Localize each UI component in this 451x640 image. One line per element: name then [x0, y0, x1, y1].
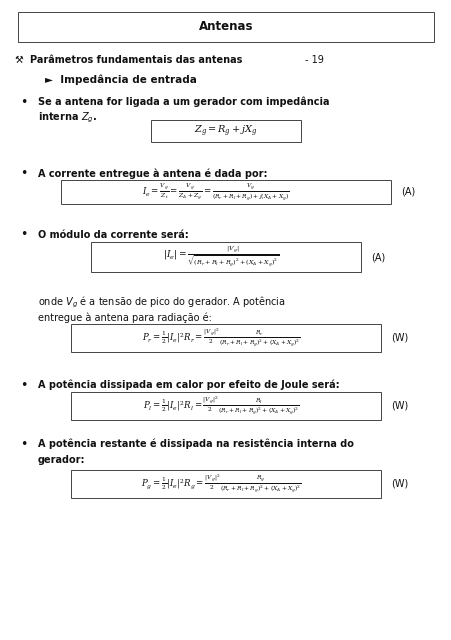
Text: A potência dissipada em calor por efeito de Joule será:: A potência dissipada em calor por efeito…	[38, 380, 339, 390]
Text: $I_e=\frac{V_g}{Z_t}=\frac{V_g}{Z_A+Z_g}=\frac{V_g}{(R_r+R_l+R_g)+j(X_A+X_g)}$: $I_e=\frac{V_g}{Z_t}=\frac{V_g}{Z_A+Z_g}…	[142, 181, 289, 203]
FancyBboxPatch shape	[71, 392, 380, 420]
Text: gerador:: gerador:	[38, 455, 85, 465]
Text: $P_l=\frac{1}{2}|I_e|^2R_l=\frac{|V_g|^2}{2}\frac{R_l}{(R_r+R_l+R_g)^2+(X_A+X_g): $P_l=\frac{1}{2}|I_e|^2R_l=\frac{|V_g|^2…	[142, 395, 299, 417]
Text: (W): (W)	[390, 479, 407, 489]
Text: A potência restante é dissipada na resistência interna do: A potência restante é dissipada na resis…	[38, 439, 353, 449]
Text: $Z_g = R_g + jX_g$: $Z_g = R_g + jX_g$	[194, 124, 257, 138]
Text: (W): (W)	[390, 401, 407, 411]
Text: •: •	[20, 438, 28, 451]
Text: $|I_e|=\frac{|V_g|}{\sqrt{(R_r+R_l+R_g)^2+(X_A+X_g)^2}}$: $|I_e|=\frac{|V_g|}{\sqrt{(R_r+R_l+R_g)^…	[162, 245, 279, 269]
Text: Se a antena for ligada a um gerador com impedância: Se a antena for ligada a um gerador com …	[38, 97, 329, 108]
Text: •: •	[20, 97, 28, 109]
FancyBboxPatch shape	[91, 242, 360, 272]
Text: ⚒: ⚒	[15, 55, 24, 65]
Text: $P_r=\frac{1}{2}|I_e|^2R_r=\frac{|V_g|^2}{2}\frac{R_r}{(R_r+R_l+R_g)^2+(X_A+X_g): $P_r=\frac{1}{2}|I_e|^2R_r=\frac{|V_g|^2…	[141, 326, 300, 349]
Text: Parâmetros fundamentais das antenas: Parâmetros fundamentais das antenas	[30, 55, 242, 65]
Text: (A): (A)	[400, 187, 414, 197]
Text: ►  Impedância de entrada: ► Impedância de entrada	[45, 75, 197, 85]
Text: entregue à antena para radiação é:: entregue à antena para radiação é:	[38, 313, 212, 323]
Text: •: •	[20, 378, 28, 392]
Text: O módulo da corrente será:: O módulo da corrente será:	[38, 230, 189, 240]
FancyBboxPatch shape	[61, 180, 390, 204]
Text: interna $Z_g$.: interna $Z_g$.	[38, 111, 97, 125]
FancyBboxPatch shape	[151, 120, 300, 142]
Text: A corrente entregue à antena é dada por:: A corrente entregue à antena é dada por:	[38, 169, 267, 179]
Text: $P_g=\frac{1}{2}|I_e|^2R_g=\frac{|V_g|^2}{2}\frac{R_g}{(R_r+R_l+R_g)^2+(X_A+X_g): $P_g=\frac{1}{2}|I_e|^2R_g=\frac{|V_g|^2…	[140, 473, 301, 495]
FancyBboxPatch shape	[71, 470, 380, 498]
FancyBboxPatch shape	[71, 324, 380, 352]
Text: - 19: - 19	[304, 55, 323, 65]
Text: •: •	[20, 168, 28, 180]
Text: (A): (A)	[370, 252, 384, 262]
Text: •: •	[20, 228, 28, 241]
Text: onde $V_g$ é a tensão de pico do gerador. A potência: onde $V_g$ é a tensão de pico do gerador…	[38, 294, 285, 310]
Text: Antenas: Antenas	[198, 20, 253, 33]
Text: (W): (W)	[390, 333, 407, 343]
FancyBboxPatch shape	[18, 12, 433, 42]
